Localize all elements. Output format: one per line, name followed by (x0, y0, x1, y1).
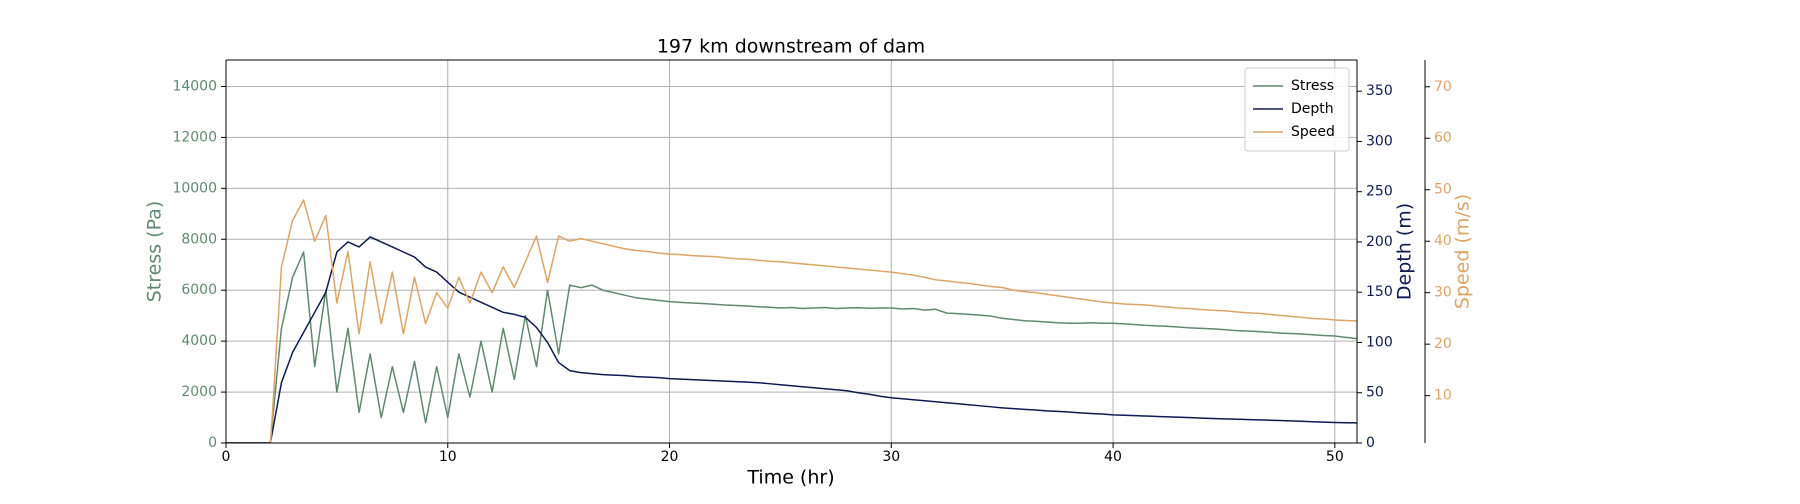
y-tick-label: 8000 (181, 231, 217, 247)
x-tick-label: 50 (1326, 449, 1344, 465)
legend-box (1244, 67, 1350, 152)
y-tick-label: 10000 (172, 180, 217, 196)
y-tick-label: 4000 (181, 333, 217, 349)
y-tick-label: 12000 (172, 129, 217, 145)
y-tick-label: 200 (1366, 234, 1393, 250)
series-line (226, 236, 1357, 443)
y-axis-label: Stress (Pa) (144, 201, 166, 303)
plot-area (226, 199, 1357, 443)
y-tick-label: 70 (1434, 79, 1452, 95)
y-tick-label: 100 (1366, 334, 1393, 350)
x-axis-label: Time (hr) (746, 467, 834, 489)
y-axis-label: Speed (m/s) (1452, 194, 1474, 309)
y-tick-label: 6000 (181, 282, 217, 298)
series-line (269, 199, 1357, 443)
y-tick-label: 10 (1434, 388, 1452, 404)
y-tick-label: 14000 (172, 78, 217, 94)
x-tick-label: 20 (661, 449, 679, 465)
x-tick-label: 10 (439, 449, 457, 465)
legend-label: Speed (1291, 124, 1335, 140)
x-tick-label: 0 (222, 449, 231, 465)
x-tick-label: 40 (1104, 449, 1122, 465)
y-tick-label: 20 (1434, 336, 1452, 352)
y-tick-label: 60 (1434, 130, 1452, 146)
y-tick-label: 30 (1434, 285, 1452, 301)
y-tick-label: 300 (1366, 133, 1393, 149)
y-tick-label: 150 (1366, 284, 1393, 300)
y-tick-label: 50 (1434, 182, 1452, 198)
y-tick-label: 50 (1366, 385, 1384, 401)
y-tick-label: 250 (1366, 184, 1393, 200)
y-tick-label: 0 (1366, 435, 1375, 451)
x-tick-label: 30 (882, 449, 900, 465)
y-tick-label: 2000 (181, 384, 217, 400)
y-axis-label: Depth (m) (1394, 203, 1416, 300)
series-line (226, 251, 1357, 443)
y-tick-label: 350 (1366, 83, 1393, 99)
y-tick-label: 0 (208, 435, 217, 451)
y-tick-label: 40 (1434, 233, 1452, 249)
chart-title: 197 km downstream of dam (657, 36, 925, 58)
legend-label: Depth (1291, 101, 1334, 117)
legend-label: Stress (1291, 78, 1334, 94)
